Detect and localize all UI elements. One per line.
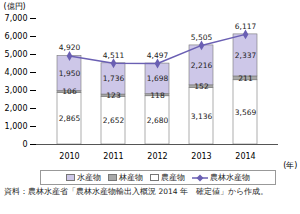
svg-text:2,652: 2,652	[103, 116, 125, 125]
svg-text:1,698: 1,698	[147, 74, 169, 83]
svg-text:5,000: 5,000	[5, 50, 28, 59]
svg-text:5,505: 5,505	[191, 33, 213, 42]
svg-text:1,736: 1,736	[103, 74, 125, 83]
svg-text:211: 211	[238, 74, 253, 83]
svg-text:3,000: 3,000	[5, 86, 28, 95]
svg-text:4,497: 4,497	[147, 51, 169, 60]
svg-text:2,865: 2,865	[59, 114, 81, 123]
svg-text:2,680: 2,680	[147, 116, 169, 125]
svg-text:0: 0	[22, 140, 27, 149]
svg-text:4,000: 4,000	[5, 68, 28, 77]
svg-text:152: 152	[194, 82, 209, 91]
svg-text:(億円): (億円)	[4, 2, 26, 11]
svg-text:2011: 2011	[103, 152, 123, 161]
svg-text:1,000: 1,000	[5, 122, 28, 131]
svg-text:2013: 2013	[191, 152, 211, 161]
svg-text:123: 123	[106, 91, 121, 100]
svg-text:7,000: 7,000	[5, 14, 28, 23]
html-text:農林水産物: 農林水産物	[210, 173, 250, 182]
svg-text:2,000: 2,000	[5, 104, 28, 113]
svg-text:(年): (年)	[283, 161, 297, 170]
html-text:資料：農林水産省「農林水産物輸出入概況 2014 年 確定値: 資料：農林水産省「農林水産物輸出入概況 2014 年 確定値」から作成。	[4, 187, 268, 196]
svg-text:4,920: 4,920	[59, 43, 81, 52]
svg-text:4,511: 4,511	[103, 51, 125, 60]
html-text:林産物: 林産物	[119, 173, 143, 182]
svg-text:6,117: 6,117	[235, 22, 257, 31]
svg-text:1,950: 1,950	[59, 69, 81, 78]
svg-text:2012: 2012	[147, 152, 167, 161]
svg-text:118: 118	[150, 91, 165, 100]
svg-text:3,136: 3,136	[191, 112, 213, 121]
html-text:水産物: 水産物	[77, 173, 101, 182]
svg-text:106: 106	[62, 87, 77, 96]
html-text:農産物: 農産物	[161, 173, 185, 182]
svg-text:2,337: 2,337	[235, 51, 257, 60]
svg-text:3,569: 3,569	[235, 108, 257, 117]
svg-text:2014: 2014	[235, 152, 255, 161]
svg-text:6,000: 6,000	[5, 32, 28, 41]
svg-text:2,216: 2,216	[191, 61, 213, 70]
svg-text:2010: 2010	[59, 152, 79, 161]
